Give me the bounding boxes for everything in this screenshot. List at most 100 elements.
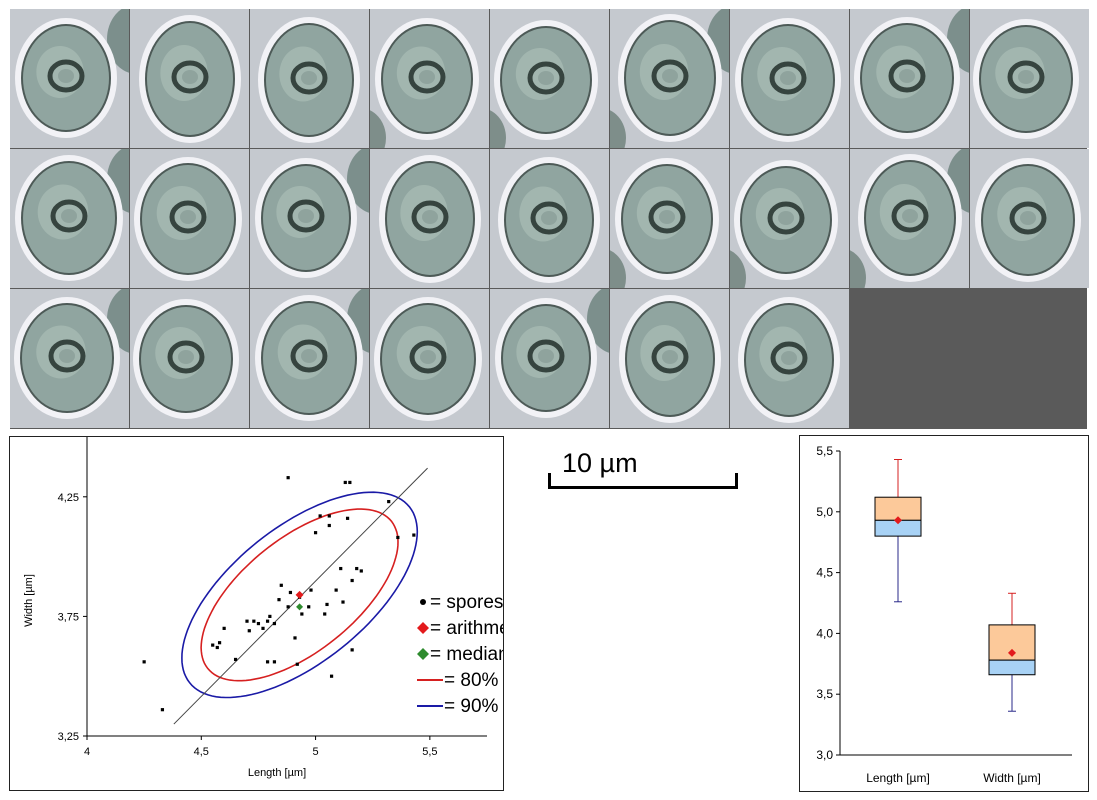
box-mean-marker [1008, 648, 1016, 657]
x-tick-label: 5,5 [422, 746, 437, 758]
spore-point [309, 588, 313, 592]
spore-photo-image [370, 149, 489, 288]
spore-photo [730, 149, 849, 288]
category-label: Length [µm] [866, 771, 930, 785]
ellipse-80 [200, 508, 399, 682]
spore-point [217, 641, 222, 645]
spore-point [279, 583, 283, 587]
y-tick-label: 3,0 [816, 748, 833, 762]
spore-point [293, 636, 297, 640]
legend-label: = median [430, 644, 503, 665]
spore-point [295, 662, 299, 666]
spore-photo [730, 289, 849, 428]
spore-photo-image [730, 9, 849, 148]
spore-point [247, 629, 251, 633]
spore-photo-image [730, 149, 849, 288]
spore-photo-image [850, 9, 969, 148]
y-tick-label: 3,25 [58, 731, 79, 743]
x-tick-label: 5 [313, 746, 319, 758]
spore-photo [250, 9, 369, 148]
category-label: Width [µm] [983, 771, 1041, 785]
spore-photo [10, 149, 129, 288]
spore-photo-image [10, 289, 129, 428]
spore-photo [730, 9, 849, 148]
spore-photo [250, 289, 369, 428]
spore-point [233, 657, 238, 662]
spore-point [359, 569, 363, 573]
spore-photo [610, 149, 729, 288]
spore-point [142, 660, 146, 664]
scale-bar-right-tick [735, 473, 738, 489]
median-marker [296, 603, 304, 611]
spore-point [387, 499, 391, 504]
y-axis-label: Width [µm] [23, 574, 35, 627]
spore-point [334, 588, 338, 592]
spore-point [222, 626, 226, 630]
y-tick-label: 4,25 [58, 492, 79, 504]
spore-photo-image [10, 9, 129, 148]
legend-label: = 90% prediction interval ellipse [444, 696, 503, 717]
spore-point [261, 626, 265, 630]
spore-point [286, 476, 290, 480]
mean-marker [295, 590, 304, 599]
y-tick-label: 3,75 [58, 611, 79, 623]
spore-photo-image [610, 9, 729, 148]
spore-photo [370, 149, 489, 288]
spore-photo [250, 149, 369, 288]
spore-point [329, 674, 334, 678]
spore-point [215, 645, 219, 650]
spore-photo-image [250, 289, 369, 428]
legend-label: = spores [430, 592, 503, 613]
spore-photo-image [130, 289, 249, 428]
spore-photo-image [970, 9, 1089, 148]
spore-photo [610, 9, 729, 148]
spore-point [412, 533, 416, 537]
spore-point [348, 480, 352, 485]
ellipse-90 [181, 491, 419, 699]
spore-photo [490, 289, 609, 428]
spore-point [277, 598, 281, 602]
spore-photo-image [610, 289, 729, 428]
spore-photo-image [970, 149, 1089, 288]
box-plot: 3,0 3,5 4,0 4,5 5,0 5,5 Length [µm] Width [µm] [816, 444, 1072, 785]
spore-point [211, 643, 215, 647]
spore-photo-image [850, 149, 969, 288]
spore-point [323, 612, 327, 616]
spore-point [325, 602, 329, 607]
spore-photo-mosaic [10, 9, 1089, 429]
spore-point [341, 600, 345, 604]
legend-label: = 80% prediction interval ellipse [444, 670, 503, 691]
spore-point [350, 578, 354, 583]
spore-point [245, 619, 249, 623]
spore-point [272, 660, 277, 664]
spore-photo-image [130, 149, 249, 288]
spore-photo [130, 149, 249, 288]
x-axis-label: Length [µm] [248, 767, 306, 779]
spore-photo-image [490, 9, 609, 148]
spore-photo-image [370, 9, 489, 148]
spore-photo [610, 289, 729, 428]
spore-photo-image [250, 149, 369, 288]
spore-photo-image [610, 149, 729, 288]
spore-point [313, 531, 318, 535]
legend-symbol [417, 622, 429, 634]
y-tick-label: 5,5 [816, 444, 833, 458]
spore-photo-image [10, 149, 129, 288]
x-tick-label: 4,5 [194, 746, 209, 758]
spore-photo [10, 9, 129, 148]
spore-photo-image [130, 9, 249, 148]
spore-photo-image [490, 149, 609, 288]
spore-photo-image [730, 289, 849, 428]
spore-point [286, 605, 290, 609]
box-lower [988, 659, 1036, 676]
spore-photo [130, 289, 249, 428]
spore-point [265, 619, 270, 623]
scale-bar-label: 10 µm [562, 448, 638, 478]
y-tick-label: 3,5 [816, 687, 833, 701]
scale-bar: 10 µm [548, 446, 740, 494]
legend-label: = arithmetic mean [430, 618, 503, 639]
y-tick-label: 5,0 [816, 505, 833, 519]
scatter-plot-panel: 4 4,5 5 5,5 3,25 3,75 4,25 Length [µm] Width [µm… [9, 436, 712, 791]
scale-bar-left-tick [548, 473, 551, 489]
spore-point [256, 621, 261, 626]
